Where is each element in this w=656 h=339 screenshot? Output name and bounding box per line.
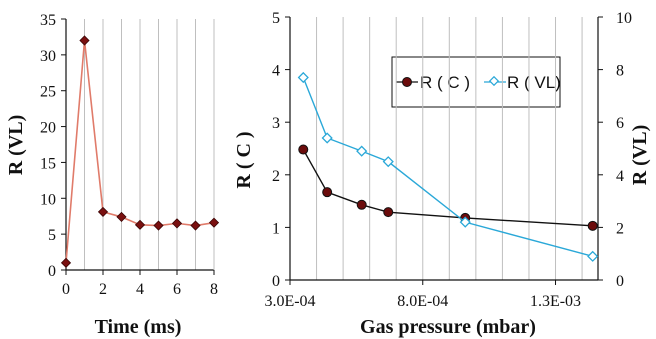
left-chart-ytick-label: 35 bbox=[40, 12, 56, 29]
left-chart-point bbox=[79, 35, 90, 46]
left-chart-ytick-label: 20 bbox=[40, 120, 56, 137]
right-chart-y2label: R (VL) bbox=[629, 125, 651, 186]
legend-label-rvl: R ( VL) bbox=[507, 73, 561, 92]
left-chart-point bbox=[134, 219, 146, 230]
left-chart-xtick-label: 8 bbox=[210, 281, 218, 298]
right-chart-series-rvl-line bbox=[302, 77, 593, 258]
right-chart-xtick-label: 3.0E-04 bbox=[264, 293, 315, 310]
left-chart-xlabel: Time (ms) bbox=[95, 316, 182, 338]
left-chart-point bbox=[171, 218, 183, 229]
left-chart-point bbox=[153, 220, 164, 231]
right-chart-ytick-label: 0 bbox=[272, 273, 280, 290]
right-chart-xtick-label: 8.0E-04 bbox=[397, 293, 448, 310]
right-chart-point-rc bbox=[383, 207, 394, 218]
left-chart-point bbox=[208, 217, 220, 228]
left-chart-point bbox=[97, 206, 109, 218]
right-chart-ytick-label: 2 bbox=[272, 168, 280, 185]
right-chart-point-rvl bbox=[587, 250, 599, 262]
right-chart-y2tick-label: 2 bbox=[616, 220, 624, 237]
left-chart-point bbox=[60, 257, 72, 268]
left-chart-xtick-label: 6 bbox=[173, 281, 181, 298]
left-chart-ylabel: R (VL) bbox=[5, 115, 27, 176]
left-chart-ytick-label: 10 bbox=[40, 191, 56, 208]
right-chart-y2tick-label: 0 bbox=[616, 273, 624, 290]
left-chart-point bbox=[116, 211, 127, 223]
legend-marker-rc bbox=[402, 77, 412, 87]
right-chart-y2tick-label: 10 bbox=[616, 10, 632, 27]
left-chart-ytick-label: 0 bbox=[48, 263, 56, 280]
left-chart-ytick-label: 30 bbox=[40, 48, 56, 65]
right-chart-ytick-label: 4 bbox=[272, 63, 280, 80]
left-chart-xtick-label: 2 bbox=[99, 281, 107, 298]
right-chart-ylabel: R ( C ) bbox=[233, 131, 255, 188]
right-chart-ytick-label: 1 bbox=[272, 220, 280, 237]
right-chart-point-rvl bbox=[459, 216, 471, 228]
right-chart-y2tick-label: 6 bbox=[616, 115, 624, 132]
right-chart-point-rvl bbox=[297, 71, 309, 84]
right-chart-point-rc bbox=[356, 199, 367, 210]
left-chart-point bbox=[190, 220, 201, 231]
right-chart-point-rvl bbox=[321, 132, 333, 144]
left-chart-xtick-label: 4 bbox=[136, 281, 144, 298]
legend-label-rc: R ( C ) bbox=[420, 73, 470, 92]
right-chart-xtick-label: 1.3E-03 bbox=[530, 293, 581, 310]
left-chart-ytick-label: 15 bbox=[40, 155, 56, 172]
right-chart-series-rc-line bbox=[302, 149, 593, 227]
right-chart-point-rc bbox=[587, 220, 598, 231]
right-chart-xlabel: Gas pressure (mbar) bbox=[360, 316, 536, 338]
right-chart-point-rvl bbox=[382, 156, 394, 168]
right-chart-ytick-label: 5 bbox=[272, 10, 280, 27]
right-chart-y2tick-label: 4 bbox=[616, 168, 624, 185]
legend-marker-rvl bbox=[488, 75, 500, 87]
right-chart-point-rvl bbox=[356, 145, 368, 157]
left-chart-ytick-label: 25 bbox=[40, 84, 56, 101]
left-chart-xtick-label: 0 bbox=[62, 281, 70, 298]
right-chart-point-rc bbox=[322, 187, 333, 198]
right-chart-ytick-label: 3 bbox=[272, 115, 280, 132]
right-chart-point-rc bbox=[298, 144, 309, 155]
left-chart-ytick-label: 5 bbox=[48, 227, 56, 244]
right-chart-y2tick-label: 8 bbox=[616, 63, 624, 80]
